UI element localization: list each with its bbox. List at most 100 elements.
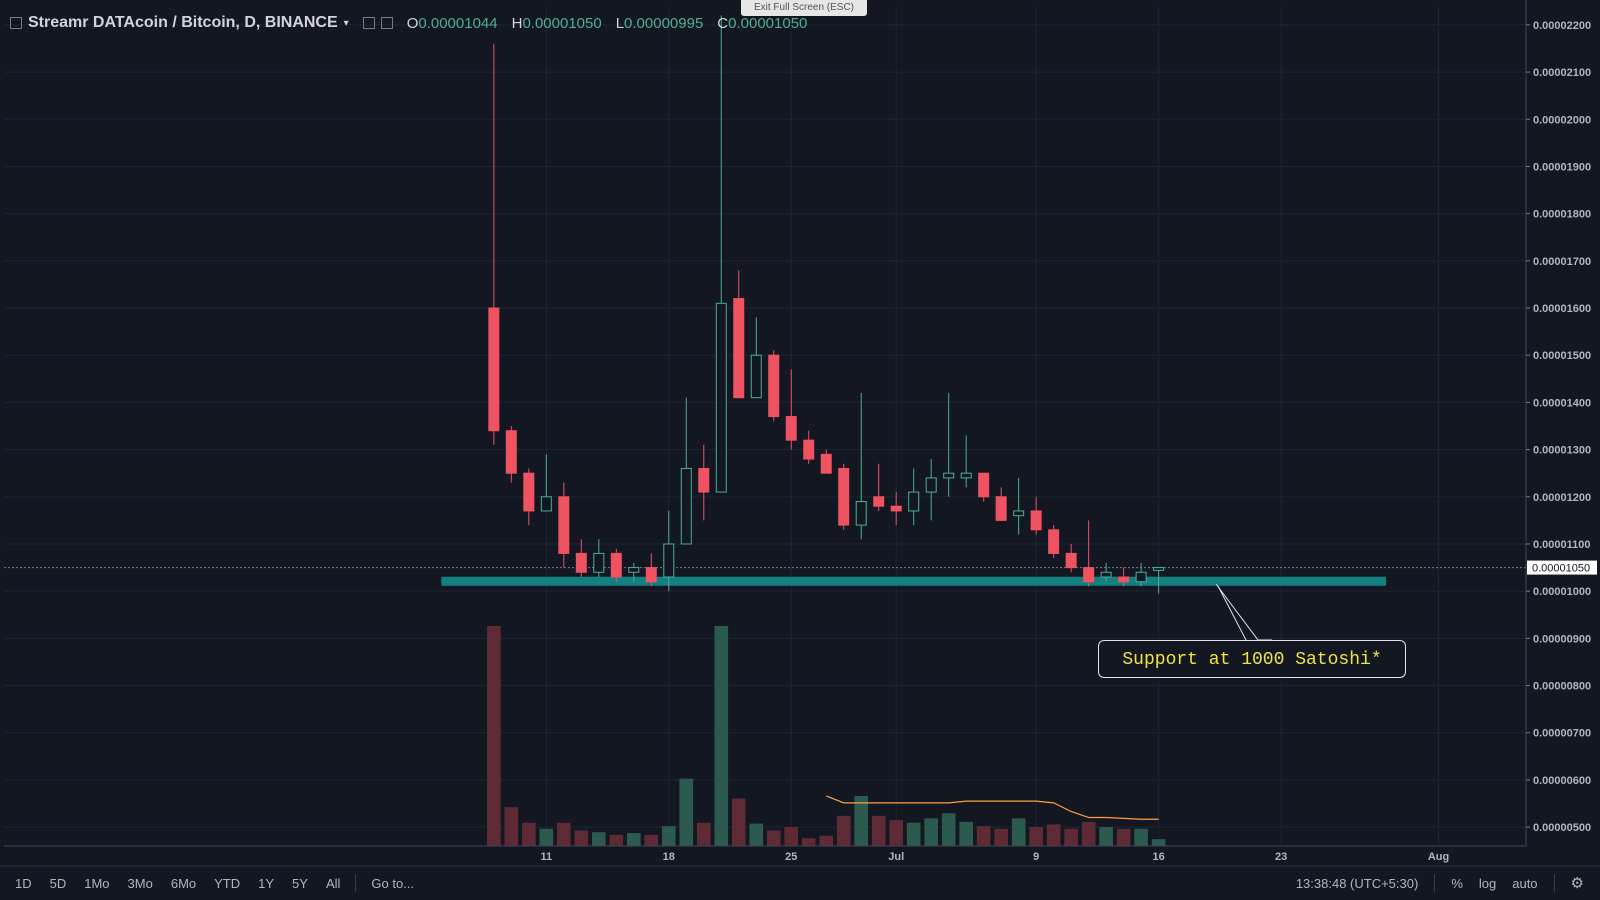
- volume-bar: [714, 626, 729, 846]
- bottom-toolbar: 1D 5D 1Mo 3Mo 6Mo YTD 1Y 5Y All Go to... 13:38:4…: [0, 866, 1600, 900]
- price-tick-label: 0.00001700: [1533, 256, 1591, 268]
- candle-body-down: [645, 567, 657, 583]
- candle-body-down: [803, 439, 815, 460]
- divider: [1434, 874, 1436, 892]
- symbol-title[interactable]: Streamr DATAcoin / Bitcoin, D, BINANCE: [28, 14, 338, 31]
- volume-ma-line: [826, 795, 1159, 820]
- candle-body-down: [978, 472, 990, 498]
- candle-body-down: [523, 472, 535, 512]
- volume-bar: [1011, 818, 1026, 846]
- percent-toggle[interactable]: %: [1451, 875, 1463, 891]
- volume-bar: [906, 822, 921, 846]
- range-button-5y[interactable]: 5Y: [292, 875, 308, 891]
- volume-bar: [871, 815, 886, 846]
- candle-body-down: [995, 496, 1007, 521]
- range-button-1d[interactable]: 1D: [15, 875, 32, 891]
- volume-bar: [522, 822, 536, 846]
- volume-bar: [749, 823, 764, 846]
- candle-body-down: [820, 453, 832, 474]
- chevron-down-icon[interactable]: ▾: [343, 17, 349, 29]
- candle-body-up: [593, 552, 605, 573]
- range-button-ytd[interactable]: YTD: [214, 875, 241, 891]
- volume-moving-average: [826, 795, 1159, 820]
- candle-body-up: [1013, 510, 1025, 517]
- time-tick-label: 18: [663, 851, 675, 863]
- volume-bar: [644, 834, 659, 846]
- candle-body-down: [610, 552, 622, 578]
- volume-bar: [1046, 824, 1061, 846]
- expand-icon[interactable]: [10, 17, 22, 29]
- gear-icon[interactable]: ⚙: [1570, 875, 1584, 892]
- close-label: C: [717, 14, 729, 32]
- volume-bar: [959, 821, 974, 846]
- candlesticks: [488, 15, 1165, 594]
- callout-pointer: [1215, 583, 1272, 641]
- support-annotation[interactable]: Support at 1000 Satoshi*: [1098, 640, 1406, 678]
- volume-bar: [1151, 839, 1166, 846]
- range-button-5d[interactable]: 5D: [49, 875, 67, 891]
- volume-bar: [836, 815, 851, 846]
- time-tick-label: Jul: [888, 851, 904, 863]
- price-tick-label: 0.00002200: [1533, 20, 1591, 32]
- volume-bar: [504, 807, 519, 846]
- price-tick-label: 0.00000900: [1533, 633, 1591, 645]
- volume-bar: [766, 830, 781, 846]
- candle-body-up: [715, 302, 727, 493]
- volume-bar: [731, 798, 746, 846]
- candle-body-down: [1118, 576, 1130, 583]
- candle-body-down: [488, 307, 500, 432]
- time-tick-label: 25: [785, 851, 797, 863]
- candle-body-up: [925, 477, 937, 493]
- volume-bar: [976, 826, 991, 846]
- range-button-all[interactable]: All: [325, 875, 341, 891]
- last-price-label: 0.00001050: [1532, 563, 1590, 575]
- volume-bars: [487, 626, 1166, 846]
- volume-bar: [889, 820, 904, 846]
- axes: 0.00002200 0.00002100 0.00002000 0.00001900…: [0, 0, 1600, 867]
- log-toggle[interactable]: log: [1478, 875, 1497, 891]
- volume-bar: [661, 826, 676, 846]
- volume-bar: [539, 828, 554, 846]
- volume-bar: [591, 832, 606, 846]
- goto-button[interactable]: Go to...: [371, 875, 415, 891]
- close-icon[interactable]: [380, 17, 393, 29]
- grid-lines: [4, 6, 1526, 846]
- clock-time[interactable]: 13:38:48 (UTC+5:30): [1295, 875, 1419, 891]
- candle-body-down: [1030, 510, 1042, 531]
- range-button-1y[interactable]: 1Y: [258, 875, 275, 891]
- price-tick-label: 0.00001100: [1533, 539, 1591, 551]
- open-value: 0.00001044: [418, 14, 498, 32]
- time-tick-label: Aug: [1428, 851, 1449, 863]
- candle-body-up: [855, 501, 867, 526]
- support-zone-band: [441, 576, 1387, 586]
- auto-toggle[interactable]: auto: [1512, 875, 1538, 891]
- candle-body-up: [908, 491, 920, 512]
- price-tick-label: 0.00000800: [1533, 681, 1591, 693]
- low-value: 0.00000995: [624, 14, 704, 32]
- price-tick-label: 0.00000600: [1533, 775, 1591, 787]
- candle-body-up: [680, 467, 692, 545]
- price-tick-label: 0.00000500: [1533, 822, 1591, 834]
- candle-body-up: [1153, 567, 1165, 571]
- candle-body-down: [890, 505, 902, 512]
- callout-pointer: [1217, 585, 1247, 641]
- range-button-6mo[interactable]: 6Mo: [170, 875, 197, 891]
- exit-fullscreen-hint[interactable]: Exit Full Screen (ESC): [741, 0, 867, 16]
- price-tick-label: 0.00001400: [1533, 397, 1591, 409]
- time-tick-label: 16: [1152, 851, 1164, 863]
- price-tick-label: 0.00001600: [1533, 303, 1591, 315]
- range-button-3mo[interactable]: 3Mo: [127, 875, 153, 891]
- price-tick-label: 0.00001500: [1533, 350, 1591, 362]
- candle-body-up: [943, 472, 955, 479]
- candle-body-down: [698, 467, 710, 493]
- settings-icon[interactable]: [362, 17, 375, 29]
- range-button-1mo[interactable]: 1Mo: [84, 875, 110, 891]
- candle-body-down: [1083, 567, 1095, 583]
- candle-body-up: [750, 354, 762, 399]
- volume-bar: [819, 835, 834, 846]
- volume-bar: [1099, 827, 1113, 846]
- candle-body-up: [540, 496, 552, 512]
- candle-body-down: [838, 467, 850, 526]
- price-tick-label: 0.00000700: [1533, 728, 1591, 740]
